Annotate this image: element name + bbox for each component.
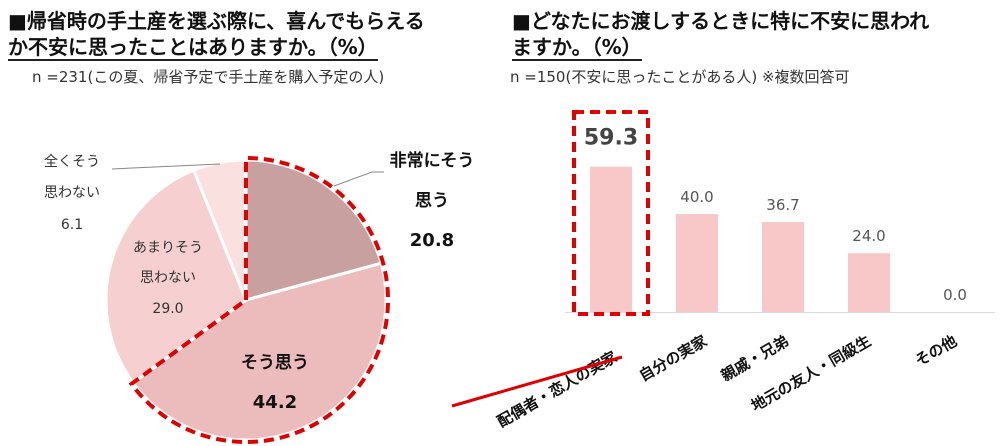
pie-label: そう思う [241, 353, 309, 373]
bar-value-label: 0.0 [943, 286, 967, 304]
pie-value-label: 6.1 [61, 217, 83, 233]
bar-category-label: その他 [912, 332, 960, 370]
pie-slice [191, 158, 248, 301]
pie-leader-line [333, 171, 384, 187]
bar-rect [676, 214, 718, 312]
pie-highlight-outline [128, 155, 390, 444]
pie-slice [104, 168, 248, 385]
bar-value-label: 24.0 [852, 227, 885, 245]
pie-title-line2: か不安に思ったことはありますか。（%） [8, 35, 378, 61]
bar-category-label: 親戚・兄弟 [718, 332, 792, 385]
pie-leader-line [111, 163, 221, 170]
pie-label: 思う [415, 191, 449, 211]
bar-category-highlight-underline [451, 355, 623, 408]
pie-label: 思わない [44, 185, 100, 201]
bar-rect [590, 166, 632, 312]
bar-rect [762, 222, 804, 312]
bar-value-label: 40.0 [680, 188, 713, 206]
bar-category-label: 自分の実家 [636, 332, 710, 385]
pie-chart-title: ■帰省時の手土産を選ぶ際に、喜んでもらえる か不安に思ったことはありますか。（%… [8, 8, 488, 61]
pie-slice [244, 158, 383, 302]
pie-label: あまりそう [133, 240, 203, 256]
bar-chart-title: ■どなたにお渡しするときに特に不安に思われ ますか。（%） [512, 8, 992, 61]
pie-label: 思わない [140, 270, 196, 286]
pie-value-label: 44.2 [253, 392, 297, 413]
pie-value-label: 20.8 [410, 230, 454, 251]
bar-title-line1: ■どなたにお渡しするときに特に不安に思われ [512, 9, 930, 33]
pie-label: 全くそう [44, 153, 100, 170]
bar-value-label: 36.7 [766, 196, 799, 214]
pie-title-line1: ■帰省時の手土産を選ぶ際に、喜んでもらえる [8, 9, 425, 33]
bar-sample-note: n =150(不安に思ったことがある人) ※複数回答可 [510, 68, 850, 86]
bar-highlight-outline [572, 110, 650, 316]
bar-value-label: 59.3 [584, 126, 638, 151]
pie-sample-note: n =231(この夏、帰省予定で手土産を購入予定の人) [32, 68, 385, 86]
pie-slice [130, 261, 388, 442]
bar-rect [848, 253, 890, 312]
pie-label: 非常にそう [390, 150, 475, 171]
bar-title-line2: ますか。（%） [512, 35, 642, 61]
pie-value-label: 29.0 [152, 301, 183, 317]
